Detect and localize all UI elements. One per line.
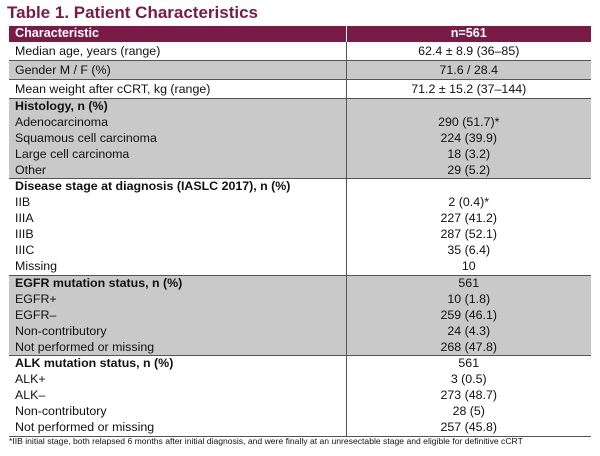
table-row: IIIA 227 (41.2): [9, 211, 591, 228]
row-label: Adenocarcinoma: [9, 114, 347, 131]
table-footnote: *IIB initial stage, both relapsed 6 mont…: [9, 436, 523, 446]
header-n: n=561: [346, 26, 591, 42]
table-row: IIIC 35 (6.4): [9, 243, 591, 259]
row-value: 28 (5): [346, 404, 591, 421]
row-label: IIIB: [9, 227, 347, 244]
row-value: 62.4 ± 8.9 (36–85): [346, 41, 591, 61]
row-label: EGFR–: [9, 307, 347, 324]
row-value: 290 (51.7)*: [346, 114, 591, 131]
section-heading-value: [346, 178, 591, 196]
row-value: 35 (6.4): [346, 243, 591, 259]
table-row: Non-contributory 24 (4.3): [9, 323, 591, 340]
row-label: Squamous cell carcinoma: [9, 130, 347, 147]
table-row: Missing 10: [9, 258, 591, 276]
section-heading-row: Histology, n (%): [9, 98, 591, 115]
row-value: 71.2 ± 15.2 (37–144): [346, 79, 591, 99]
alk-section: ALK mutation status, n (%) 561 ALK+ 3 (0…: [9, 355, 591, 437]
row-label: ALK+: [9, 372, 347, 389]
row-label: Gender M / F (%): [9, 60, 347, 80]
patient-characteristics-table: Characteristic n=561 Median age, years (…: [9, 26, 591, 437]
row-label: Not performed or missing: [9, 420, 347, 437]
row-value: 2 (0.4)*: [346, 195, 591, 212]
row-label: ALK–: [9, 388, 347, 405]
row-value: 3 (0.5): [346, 372, 591, 389]
row-label: Missing: [9, 258, 347, 276]
row-label: IIIA: [9, 211, 347, 228]
section-heading: Histology, n (%): [9, 98, 347, 115]
row-value: 71.6 / 28.4: [346, 60, 591, 80]
row-value: 259 (46.1): [346, 307, 591, 324]
table-row: EGFR+ 10 (1.8): [9, 291, 591, 308]
row-label: Not performed or missing: [9, 339, 347, 357]
row-value: 18 (3.2): [346, 146, 591, 163]
section-heading-row: ALK mutation status, n (%) 561: [9, 355, 591, 373]
row-value: 29 (5.2): [346, 162, 591, 180]
table-row: ALK– 273 (48.7): [9, 388, 591, 405]
table-title: Table 1. Patient Characteristics: [7, 3, 259, 22]
table-row: Squamous cell carcinoma 224 (39.9): [9, 130, 591, 147]
row-label: Non-contributory: [9, 323, 347, 340]
table-row: ALK+ 3 (0.5): [9, 372, 591, 389]
egfr-section: EGFR mutation status, n (%) 561 EGFR+ 10…: [9, 275, 591, 357]
row-value: 257 (45.8): [346, 420, 591, 437]
row-value: 268 (47.8): [346, 339, 591, 357]
table-row: Large cell carcinoma 18 (3.2): [9, 146, 591, 163]
header-characteristic: Characteristic: [9, 26, 347, 42]
table-row: EGFR– 259 (46.1): [9, 307, 591, 324]
table-row: IIB 2 (0.4)*: [9, 195, 591, 212]
table-row: Other 29 (5.2): [9, 162, 591, 180]
section-heading: Disease stage at diagnosis (IASLC 2017),…: [9, 178, 347, 196]
row-value: 10: [346, 258, 591, 276]
row-label: Median age, years (range): [9, 41, 347, 61]
row-label: IIB: [9, 195, 347, 212]
histology-section: Histology, n (%) Adenocarcinoma 290 (51.…: [9, 98, 591, 180]
section-heading-value: [346, 98, 591, 115]
row-value: 10 (1.8): [346, 291, 591, 308]
section-heading: EGFR mutation status, n (%): [9, 275, 347, 292]
row-value: 287 (52.1): [346, 227, 591, 244]
section-heading-value: 561: [346, 355, 591, 373]
table-row: Median age, years (range) 62.4 ± 8.9 (36…: [9, 41, 591, 61]
table-row: Not performed or missing 268 (47.8): [9, 339, 591, 357]
row-value: 224 (39.9): [346, 130, 591, 147]
table-row: Non-contributory 28 (5): [9, 404, 591, 421]
table-row: IIIB 287 (52.1): [9, 227, 591, 244]
row-value: 24 (4.3): [346, 323, 591, 340]
row-label: Other: [9, 162, 347, 180]
row-label: Non-contributory: [9, 404, 347, 421]
table-row: Not performed or missing 257 (45.8): [9, 420, 591, 437]
table-row: Adenocarcinoma 290 (51.7)*: [9, 114, 591, 131]
row-value: 273 (48.7): [346, 388, 591, 405]
table-header-row: Characteristic n=561: [9, 26, 591, 42]
section-heading-row: Disease stage at diagnosis (IASLC 2017),…: [9, 178, 591, 196]
row-label: IIIC: [9, 243, 347, 259]
section-heading-row: EGFR mutation status, n (%) 561: [9, 275, 591, 292]
section-heading-value: 561: [346, 275, 591, 292]
table-row: Gender M / F (%) 71.6 / 28.4: [9, 60, 591, 80]
disease-stage-section: Disease stage at diagnosis (IASLC 2017),…: [9, 178, 591, 276]
table-row: Mean weight after cCRT, kg (range) 71.2 …: [9, 79, 591, 99]
row-label: Large cell carcinoma: [9, 146, 347, 163]
row-label: Mean weight after cCRT, kg (range): [9, 79, 347, 99]
row-value: 227 (41.2): [346, 211, 591, 228]
row-label: EGFR+: [9, 291, 347, 308]
section-heading: ALK mutation status, n (%): [9, 355, 347, 373]
